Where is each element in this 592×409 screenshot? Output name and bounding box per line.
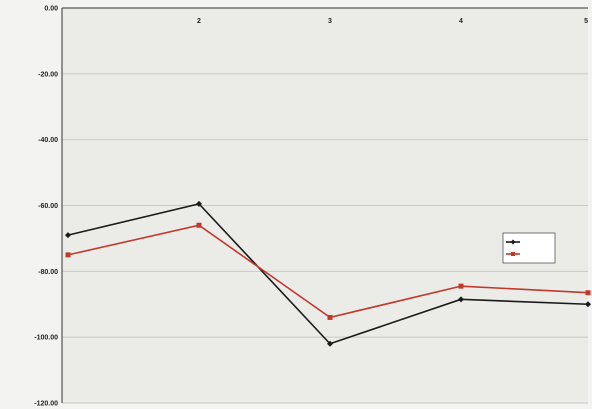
y-tick-label: -80.00 xyxy=(38,269,58,276)
data-point xyxy=(196,200,202,207)
data-point xyxy=(327,314,333,320)
legend-marker xyxy=(511,252,515,256)
x-tick-label: 3 xyxy=(328,18,332,25)
x-tick-label: 4 xyxy=(459,18,463,25)
data-point xyxy=(585,290,591,296)
data-point xyxy=(65,232,71,239)
y-tick-label: -40.00 xyxy=(38,137,58,144)
legend xyxy=(502,232,556,264)
y-tick-label: 0.00 xyxy=(44,6,58,13)
y-tick-label: -20.00 xyxy=(38,71,58,78)
data-point xyxy=(327,340,333,347)
x-tick-label: 5 xyxy=(584,18,588,25)
data-point xyxy=(458,283,464,289)
legend-marker xyxy=(510,239,516,245)
data-point xyxy=(196,222,202,228)
data-point xyxy=(65,252,71,258)
y-tick-label: -60.00 xyxy=(38,203,58,210)
data-point xyxy=(585,301,591,308)
y-tick-label: -100.00 xyxy=(34,335,58,342)
x-tick-label: 2 xyxy=(197,18,201,25)
data-point xyxy=(458,296,464,303)
y-tick-label: -120.00 xyxy=(34,401,58,408)
